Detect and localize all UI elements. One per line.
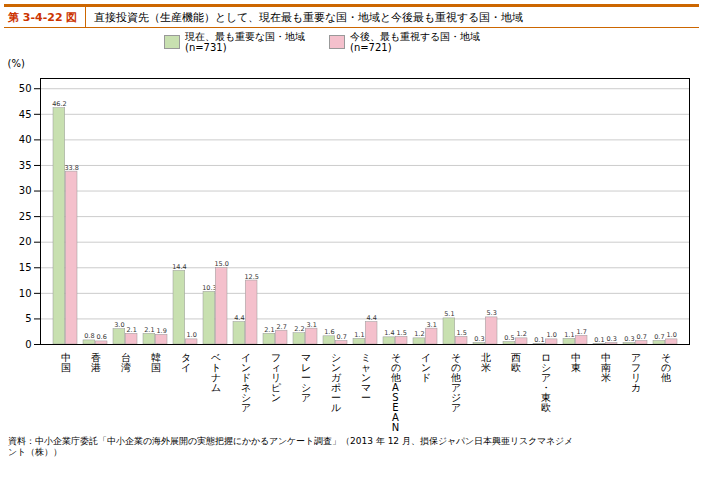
svg-text:2.1: 2.1 xyxy=(264,326,274,334)
svg-text:2.2: 2.2 xyxy=(294,325,304,333)
svg-text:西欧: 西欧 xyxy=(511,352,521,373)
svg-text:1.7: 1.7 xyxy=(576,328,586,336)
html-text:今後、最も重視する国・地域 (n=721): 今後、最も重視する国・地域 (n=721) xyxy=(350,31,480,53)
svg-text:1.5: 1.5 xyxy=(456,329,466,337)
svg-text:その他ASEAN: その他ASEAN xyxy=(391,352,401,433)
svg-text:中南米: 中南米 xyxy=(601,352,611,383)
svg-text:1.6: 1.6 xyxy=(324,328,334,336)
svg-text:0.1: 0.1 xyxy=(534,336,544,344)
html-text:第 3-4-22 図: 第 3-4-22 図 xyxy=(8,10,78,24)
svg-text:北米: 北米 xyxy=(481,352,491,373)
svg-text:0: 0 xyxy=(25,339,31,350)
svg-text:0.1: 0.1 xyxy=(594,336,604,344)
svg-text:45: 45 xyxy=(19,109,32,120)
svg-text:4.4: 4.4 xyxy=(366,314,376,322)
svg-text:0.3: 0.3 xyxy=(606,335,616,343)
svg-text:その他: その他 xyxy=(661,352,671,383)
svg-text:15: 15 xyxy=(19,262,32,273)
svg-text:5: 5 xyxy=(25,313,31,324)
svg-text:3.1: 3.1 xyxy=(306,321,316,329)
svg-text:0.7: 0.7 xyxy=(636,333,646,341)
svg-text:0.7: 0.7 xyxy=(654,333,664,341)
svg-text:1.1: 1.1 xyxy=(564,331,574,339)
svg-text:33.8: 33.8 xyxy=(64,164,78,172)
svg-text:5.1: 5.1 xyxy=(444,310,454,318)
svg-text:3.0: 3.0 xyxy=(114,321,124,329)
svg-text:0.5: 0.5 xyxy=(504,334,514,342)
svg-text:0.8: 0.8 xyxy=(84,332,94,340)
svg-text:香港: 香港 xyxy=(91,352,101,373)
svg-text:40: 40 xyxy=(19,134,32,145)
svg-text:インド: インド xyxy=(421,352,431,383)
svg-text:マレーシア: マレーシア xyxy=(301,352,311,403)
svg-text:4.4: 4.4 xyxy=(234,314,244,322)
svg-text:10.3: 10.3 xyxy=(202,284,216,292)
svg-text:韓国: 韓国 xyxy=(151,352,161,373)
svg-text:20: 20 xyxy=(19,236,32,247)
svg-text:3.1: 3.1 xyxy=(426,321,436,329)
svg-text:フィリピン: フィリピン xyxy=(271,352,281,403)
svg-text:5.3: 5.3 xyxy=(486,309,496,317)
svg-text:0.6: 0.6 xyxy=(96,333,106,341)
html-text:ント（株））: ント（株）） xyxy=(8,447,62,458)
svg-text:シンガポール: シンガポール xyxy=(331,352,342,413)
svg-text:2.1: 2.1 xyxy=(126,326,136,334)
html-text:直接投資先（生産機能）として、現在最も重要な国・地域と今後最: 直接投資先（生産機能）として、現在最も重要な国・地域と今後最も重視する国・地域 xyxy=(94,10,524,24)
svg-text:その他アジア: その他アジア xyxy=(451,352,461,413)
svg-text:0.3: 0.3 xyxy=(474,335,484,343)
svg-text:1.0: 1.0 xyxy=(666,331,676,339)
svg-text:中東: 中東 xyxy=(571,352,581,373)
svg-text:1.0: 1.0 xyxy=(186,331,196,339)
svg-text:ロシア・東欧: ロシア・東欧 xyxy=(541,352,551,413)
svg-text:10: 10 xyxy=(19,288,32,299)
svg-text:1.9: 1.9 xyxy=(156,327,166,335)
svg-text:35: 35 xyxy=(19,160,32,171)
html-text:資料：中小企業庁委託「中小企業の海外展開の実態把握にかかるア: 資料：中小企業庁委託「中小企業の海外展開の実態把握にかかるアンケート調査」（20… xyxy=(8,436,573,446)
svg-text:12.5: 12.5 xyxy=(244,273,258,281)
svg-text:0.7: 0.7 xyxy=(336,333,346,341)
svg-text:15.0: 15.0 xyxy=(214,260,228,268)
svg-text:インドネシア: インドネシア xyxy=(241,352,251,413)
svg-text:(%): (%) xyxy=(8,58,25,69)
svg-text:0.3: 0.3 xyxy=(624,335,634,343)
svg-text:2.7: 2.7 xyxy=(276,323,286,331)
svg-text:1.0: 1.0 xyxy=(546,331,556,339)
svg-text:1.2: 1.2 xyxy=(414,330,424,338)
svg-text:46.2: 46.2 xyxy=(52,100,66,108)
svg-text:1.2: 1.2 xyxy=(516,330,526,338)
svg-text:1.5: 1.5 xyxy=(396,329,406,337)
svg-text:50: 50 xyxy=(19,83,32,94)
svg-text:2.1: 2.1 xyxy=(144,326,154,334)
svg-text:台湾: 台湾 xyxy=(121,352,131,373)
svg-text:1.1: 1.1 xyxy=(354,331,364,339)
svg-text:ベトナム: ベトナム xyxy=(211,352,221,393)
svg-text:ミャンマー: ミャンマー xyxy=(361,352,371,403)
svg-text:1.4: 1.4 xyxy=(384,329,394,337)
svg-text:14.4: 14.4 xyxy=(172,263,186,271)
html-text:現在、最も重要な国・地域 (n=731): 現在、最も重要な国・地域 (n=731) xyxy=(185,31,305,53)
svg-text:30: 30 xyxy=(19,185,32,196)
svg-text:25: 25 xyxy=(19,211,32,222)
svg-text:アフリカ: アフリカ xyxy=(631,352,641,393)
svg-text:タイ: タイ xyxy=(181,352,191,373)
svg-text:中国: 中国 xyxy=(61,352,71,373)
